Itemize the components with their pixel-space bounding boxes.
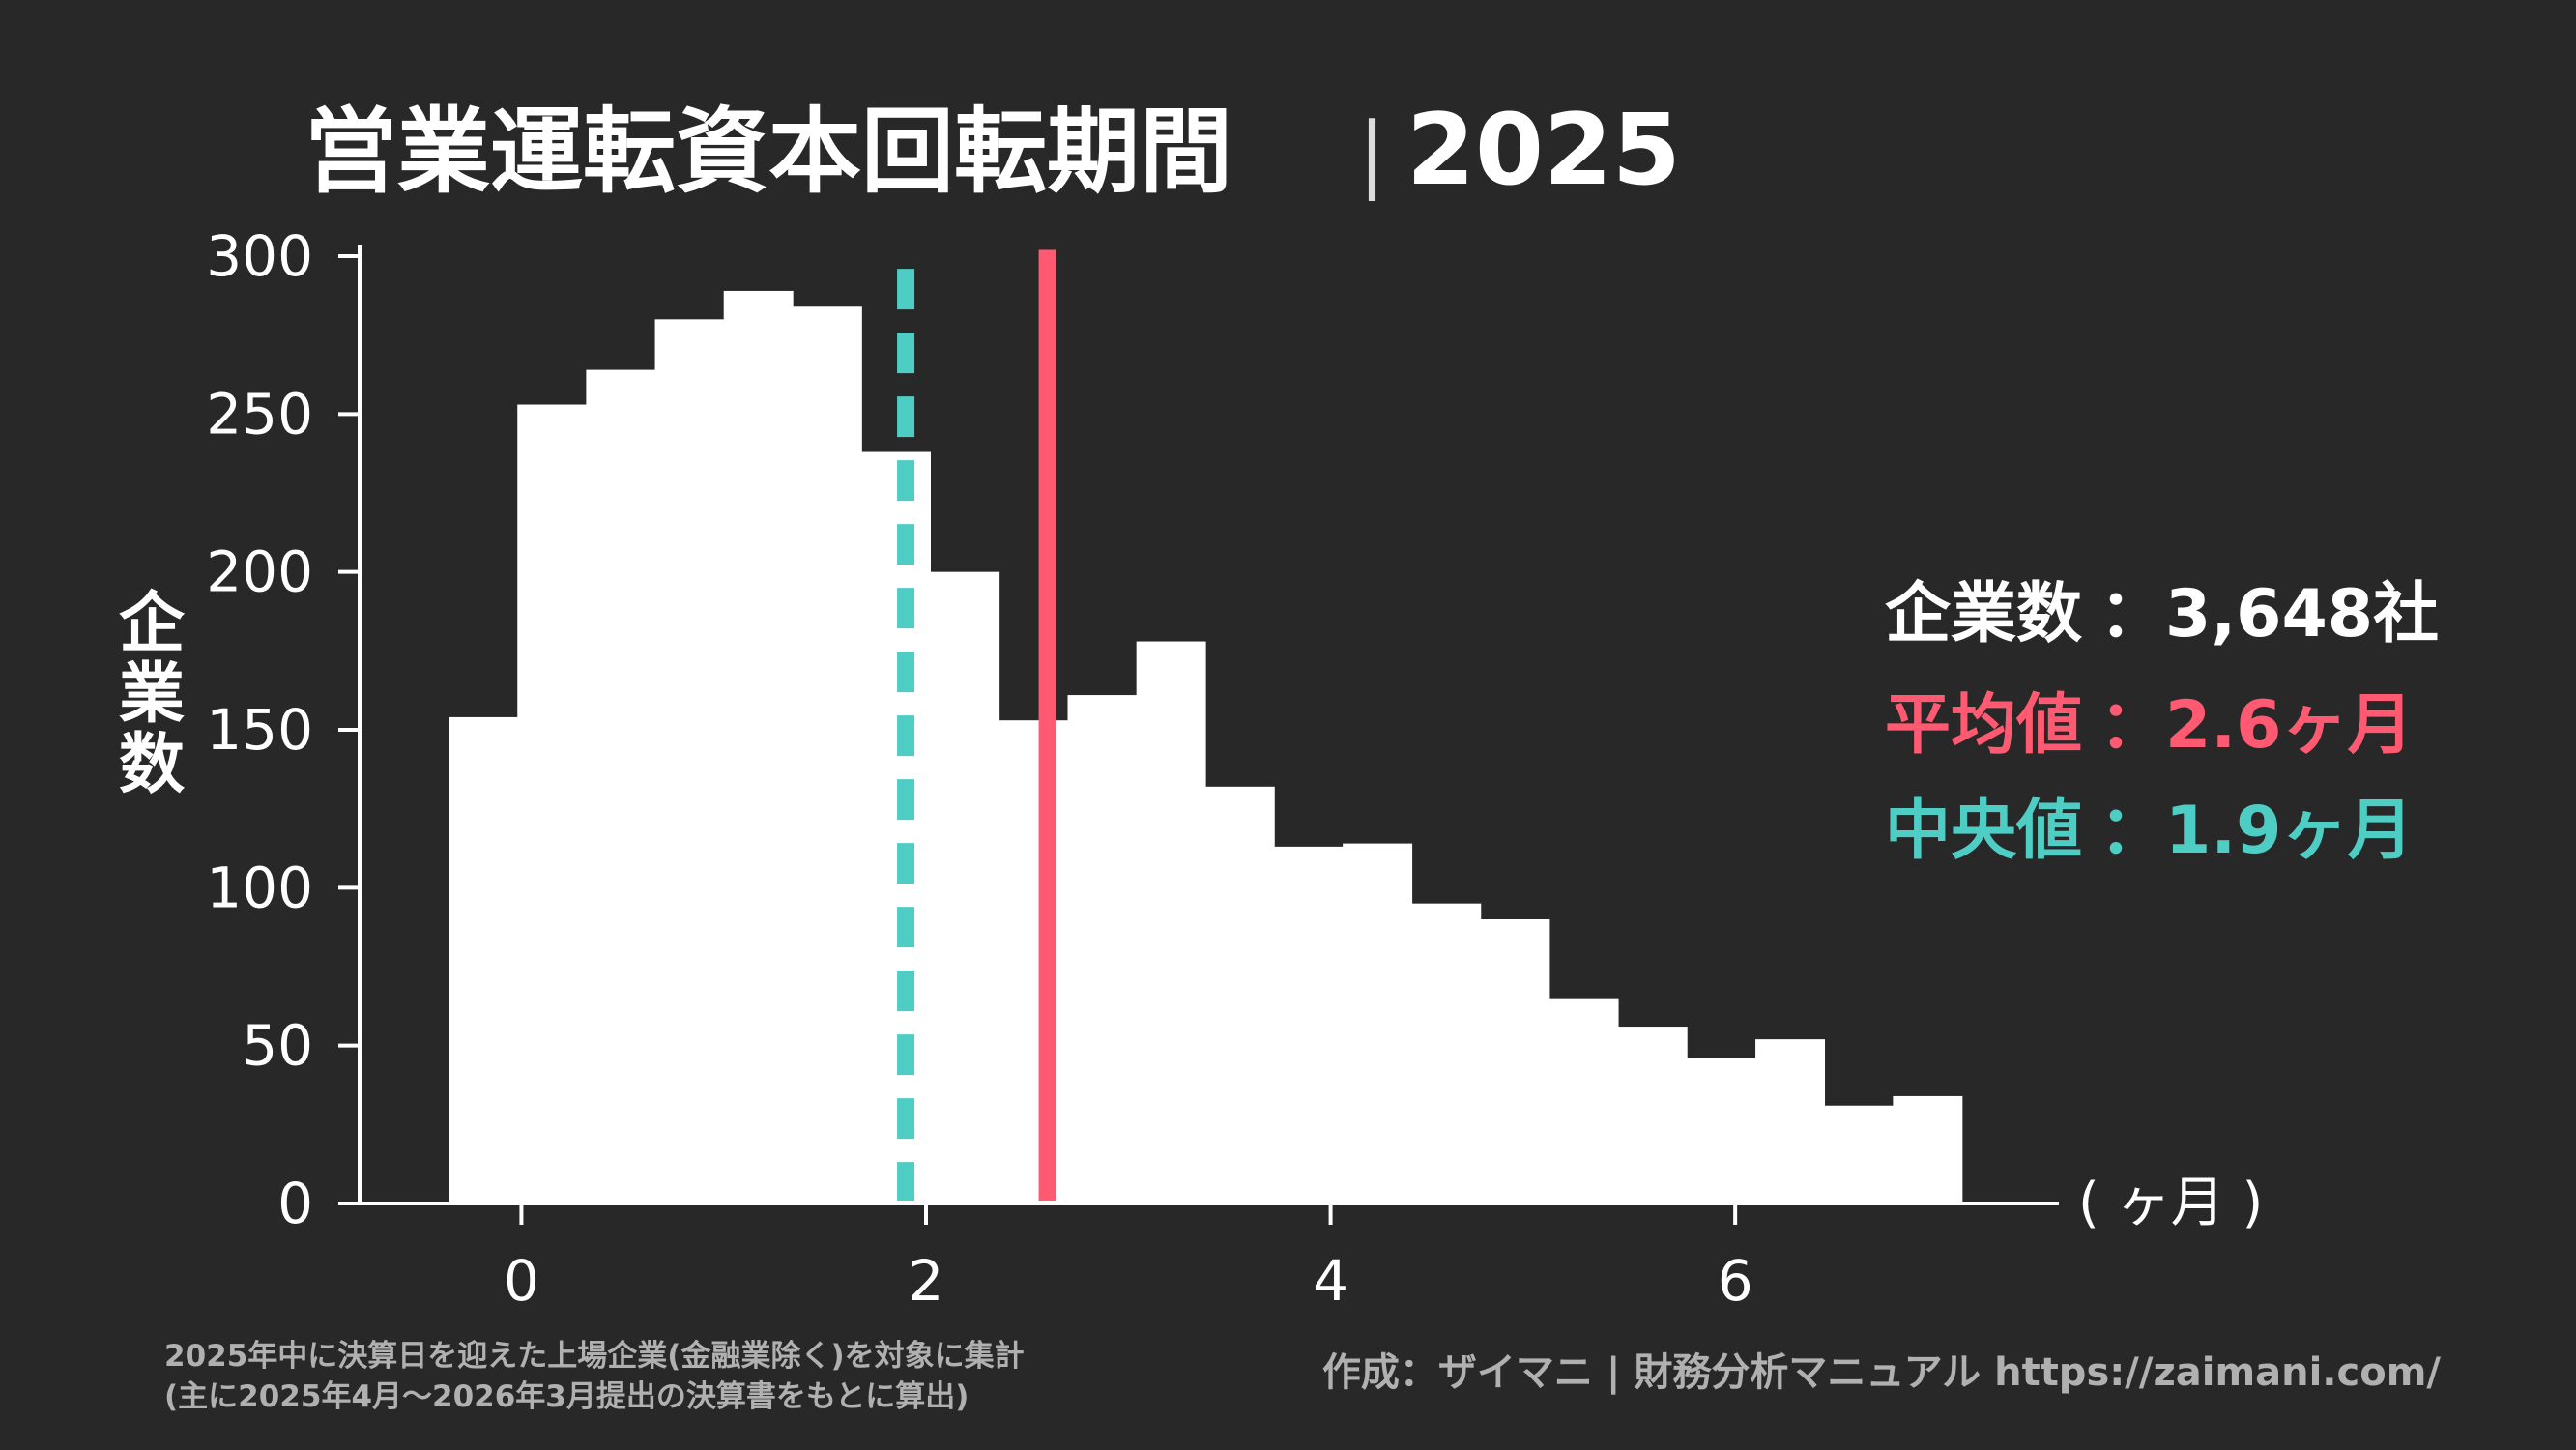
histogram-bar-17 [1548,998,1619,1204]
axes: 0 50 100 150 200 250 300 0 2 4 6 [206,223,2059,1314]
legend-separator: ： [2099,687,2165,764]
histogram-bar-5 [723,290,794,1204]
histogram-bar-8 [930,571,1000,1204]
legend-mean-label: 平均値 [1885,687,2082,764]
legend-median: 中央値 ：1.9ヶ月 [1885,793,2414,869]
legend-separator: ： [2099,576,2165,652]
y-tick-label-0: 0 [277,1171,313,1236]
x-tick-label-6: 6 [1718,1248,1753,1314]
y-tick-label-150: 150 [206,697,313,763]
footer-note-line2: (主に2025年4月〜2026年3月提出の決算書をもとに算出) [164,1379,969,1414]
histogram-bar-2 [517,404,588,1204]
legend-mean-value: 2.6ヶ月 [2165,687,2413,764]
y-axis-label: 企業数 [119,586,186,803]
histogram-bar-6 [792,306,862,1204]
y-tick-label-300: 300 [206,223,313,289]
reference-lines [897,249,1056,1201]
histogram-bar-14 [1343,843,1413,1204]
histogram-bar-19 [1686,1058,1756,1204]
legend-median-label: 中央値 [1885,793,2082,869]
bar-series [449,290,1963,1204]
histogram-bar-22 [1893,1095,1963,1204]
y-tick-label-50: 50 [242,1013,313,1079]
histogram-bar-20 [1755,1039,1826,1204]
y-axis-label-char: 企 [119,586,186,662]
histogram-bar-10 [1067,695,1138,1204]
histogram-bar-13 [1273,846,1344,1204]
x-tick-label-4: 4 [1313,1248,1348,1314]
histogram-bar-18 [1617,1027,1688,1204]
legend-median-value: 1.9ヶ月 [2165,793,2413,869]
legend-separator: ： [2099,793,2165,869]
histogram-bar-16 [1480,919,1550,1204]
y-axis-label-char: 数 [119,727,185,803]
chart-title-year: 2025 [1406,93,1681,208]
x-tick-label-0: 0 [504,1248,539,1314]
chart-title: 営業運転資本回転期間 [304,98,1232,206]
histogram-bar-1 [449,716,519,1204]
legend-mean: 平均値 ：2.6ヶ月 [1885,687,2414,764]
legend-company-count: 企業数 ：3,648社 [1885,576,2439,652]
y-tick-label-100: 100 [206,855,313,920]
y-tick-label-200: 200 [206,539,313,605]
histogram-bar-9 [999,720,1069,1204]
title-separator: | [1358,105,1386,202]
footer-note-line1: 2025年中に決算日を迎えた上場企業(金融業除く)を対象に集計 [164,1339,1025,1374]
footer-credit: 作成：ザイマニ | 財務分析マニュアル https://zaimani.com/ [1322,1350,2441,1396]
histogram-bar-7 [861,451,931,1204]
y-tick-label-250: 250 [206,381,313,447]
legend-company-count-label: 企業数 [1885,576,2082,652]
histogram-bar-12 [1204,786,1275,1204]
summary-legend: 企業数 ：3,648社 平均値 ：2.6ヶ月 中央値 ：1.9ヶ月 [1885,576,2439,869]
histogram-bar-21 [1824,1105,1895,1204]
x-axis-label: ( ヶ月 ) [2078,1172,2263,1234]
y-axis-label-char: 業 [119,656,185,733]
legend-company-count-value: 3,648社 [2165,576,2439,652]
histogram-bar-15 [1411,903,1482,1204]
histogram-bar-3 [586,369,656,1204]
histogram-bar-4 [654,319,725,1204]
x-tick-label-2: 2 [909,1248,944,1314]
histogram-bar-11 [1136,641,1206,1204]
